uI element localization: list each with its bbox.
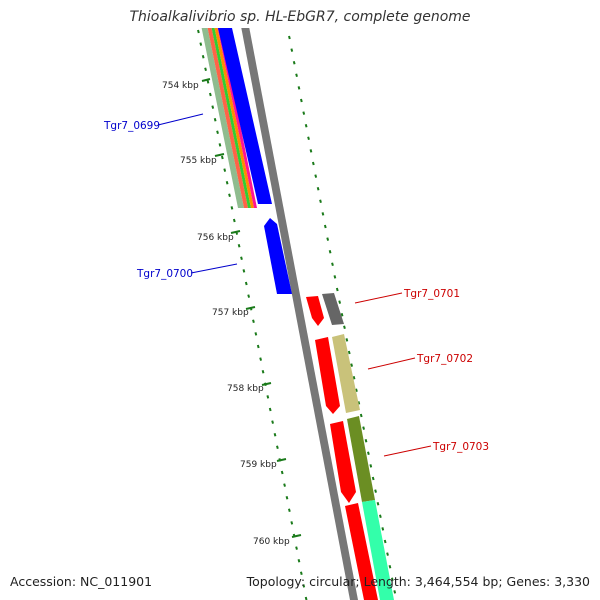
cds-tgr7-0701[interactable] <box>306 296 324 326</box>
cds-tgr7-0699[interactable] <box>218 28 272 204</box>
inner-ruler <box>288 35 397 594</box>
gene-leader-line <box>354 292 403 304</box>
cds-tgr7-0700[interactable] <box>264 218 292 294</box>
feature-lower-mint[interactable] <box>362 500 394 600</box>
major-tick <box>261 382 272 386</box>
tick-label: 753 kbp <box>145 4 182 14</box>
cds-tgr7-0703[interactable] <box>330 421 356 503</box>
tick-label: 756 kbp <box>197 233 234 243</box>
gene-label[interactable]: Tgr7_0703 <box>432 441 489 453</box>
cds-lower-red[interactable] <box>345 503 378 600</box>
feature-tracks <box>201 28 257 208</box>
major-tick <box>245 306 256 310</box>
major-tick <box>230 230 241 234</box>
feature-tgr7-0701[interactable] <box>322 293 344 325</box>
tick-label: 760 kbp <box>253 537 290 547</box>
major-tick <box>291 534 302 538</box>
gene-label[interactable]: Tgr7_0699 <box>103 120 160 132</box>
gene-leader-line <box>157 113 204 126</box>
feature-tgr7-0702[interactable] <box>332 334 360 413</box>
major-tick <box>276 458 287 462</box>
gene-leader-line <box>190 263 238 274</box>
tick-label: 759 kbp <box>240 460 277 470</box>
tick-label: 754 kbp <box>162 81 199 91</box>
gene-label[interactable]: Tgr7_0702 <box>416 353 473 365</box>
gene-leader-line <box>383 445 432 457</box>
major-tick <box>195 7 203 9</box>
page-title: Thioalkalivibrio sp. HL-EbGR7, complete … <box>129 9 471 25</box>
feature-tgr7-0703[interactable] <box>347 416 375 502</box>
tick-label: 757 kbp <box>212 308 249 318</box>
outer-ruler <box>197 29 308 600</box>
tick-label: 755 kbp <box>180 156 217 166</box>
accession-label: Accession: NC_011901 <box>10 574 153 589</box>
gene-label[interactable]: Tgr7_0700 <box>136 268 193 280</box>
genome-summary: Topology: circular; Length: 3,464,554 bp… <box>246 574 590 589</box>
major-tick <box>201 78 211 82</box>
gene-leader-line <box>367 357 416 370</box>
cds-tgr7-0702[interactable] <box>315 337 340 414</box>
gene-label[interactable]: Tgr7_0701 <box>403 288 460 300</box>
major-tick <box>214 153 225 157</box>
genome-backbone <box>241 28 358 600</box>
tick-label: 758 kbp <box>227 384 264 394</box>
